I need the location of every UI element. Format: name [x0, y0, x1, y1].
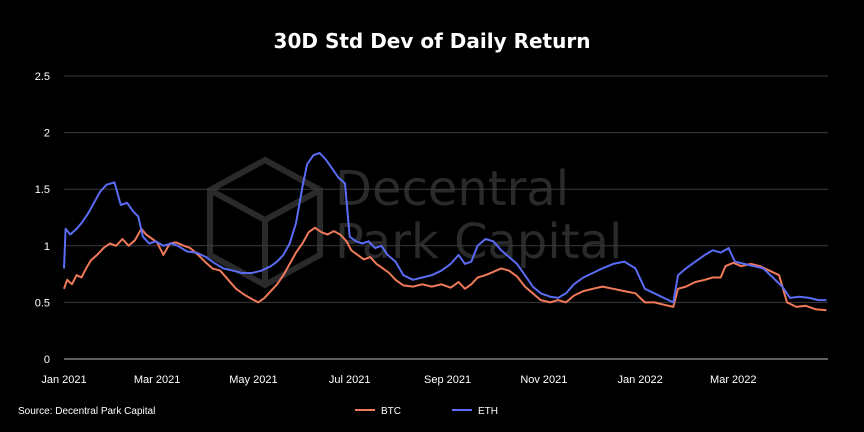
y-tick-label: 1.5: [35, 184, 50, 196]
series-line-btc: [63, 226, 827, 312]
y-tick-label: 0.5: [35, 297, 50, 309]
legend-label-eth: ETH: [478, 406, 498, 417]
x-axis: Jan 2021 Mar 2021 May 2021 Jul 2021 Sep 2021…: [41, 374, 756, 386]
legend-label-btc: BTC: [381, 406, 401, 417]
x-tick-label: May 2021: [229, 374, 277, 386]
watermark-line-2: Park Capital: [335, 214, 622, 270]
y-axis: 0 0.5 1 1.5 2 2.5: [35, 71, 50, 366]
y-tick-label: 1: [44, 241, 50, 253]
gridlines: [64, 75, 828, 360]
x-tick-label: Jul 2021: [329, 374, 371, 386]
series-lines: [63, 152, 827, 312]
x-tick-label: Mar 2022: [710, 374, 756, 386]
y-tick-label: 2.5: [35, 71, 50, 83]
chart-title: 30D Std Dev of Daily Return: [274, 29, 591, 53]
x-tick-label: Mar 2021: [134, 374, 180, 386]
legend: BTC ETH: [355, 406, 498, 417]
source-note: Source: Decentral Park Capital: [18, 406, 155, 417]
y-tick-label: 2: [44, 128, 50, 140]
x-tick-label: Jan 2022: [618, 374, 663, 386]
x-tick-label: Jan 2021: [41, 374, 86, 386]
series-line-eth: [63, 152, 827, 304]
y-tick-label: 0: [44, 354, 50, 366]
x-tick-label: Nov 2021: [520, 374, 567, 386]
watermark-logo-icon: [207, 156, 323, 289]
x-tick-label: Sep 2021: [424, 374, 471, 386]
